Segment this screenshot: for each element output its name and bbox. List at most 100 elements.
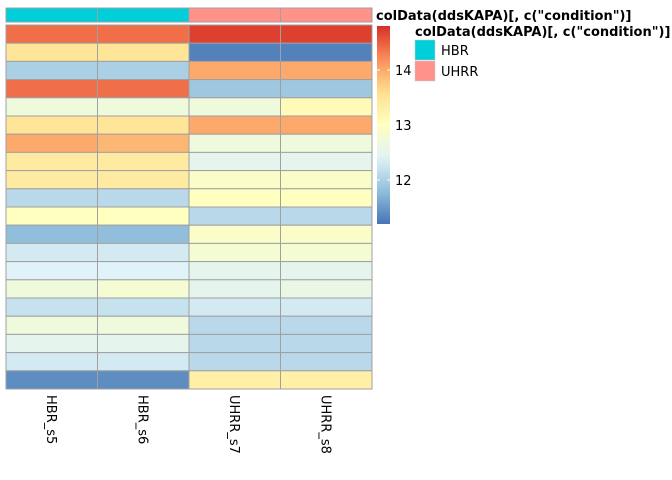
heatmap-cell — [280, 315, 373, 335]
heatmap-cell — [280, 42, 373, 62]
heatmap-cell — [188, 42, 281, 62]
heatmap-cell — [280, 115, 373, 135]
heatmap-cell — [280, 133, 373, 153]
heatmap-cell — [5, 188, 98, 208]
heatmap-cell — [188, 297, 281, 317]
heatmap-cell — [5, 279, 98, 299]
heatmap-cell — [97, 151, 190, 172]
heatmap-cell — [280, 97, 373, 117]
heatmap-cell — [5, 352, 98, 372]
heatmap-cell — [97, 206, 190, 226]
column-label: UHRR_s8 — [317, 395, 332, 454]
heatmap-cell — [97, 279, 190, 299]
heatmap-cell — [97, 333, 190, 354]
heatmap-cell — [280, 188, 373, 208]
heatmap-cell — [188, 151, 281, 172]
heatmap-cell — [188, 115, 281, 135]
heatmap-cell — [188, 24, 281, 44]
heatmap-cell — [97, 97, 190, 117]
heatmap-cell — [188, 224, 281, 244]
annotation-cell — [5, 7, 98, 23]
heatmap-cell — [188, 79, 281, 99]
heatmap-cell — [5, 333, 98, 354]
column-labels: HBR_s5 HBR_s6 UHRR_s7 UHRR_s8 — [43, 395, 333, 454]
heatmap-cell — [97, 42, 190, 62]
heatmap-cell — [188, 352, 281, 372]
color-scale-tick-label: 14 — [395, 64, 412, 79]
heatmap-cell — [188, 261, 281, 281]
heatmap-cell — [5, 79, 98, 99]
heatmap-cell — [5, 224, 98, 244]
heatmap-cell — [280, 333, 373, 354]
condition-legend-label: HBR — [441, 44, 469, 59]
heatmap-cell — [97, 133, 190, 153]
heatmap-cell — [188, 60, 281, 81]
heatmap-cell — [5, 24, 98, 44]
heatmap-cell — [188, 206, 281, 226]
heatmap-cell — [97, 352, 190, 372]
heatmap-cell — [280, 60, 373, 81]
heatmap-cell — [280, 297, 373, 317]
heatmap-cell — [280, 242, 373, 263]
heatmap-cell — [188, 133, 281, 153]
heatmap-cell — [280, 279, 373, 299]
condition-legend-swatch — [414, 60, 436, 82]
column-label: HBR_s6 — [134, 395, 149, 444]
column-label: HBR_s5 — [43, 395, 58, 444]
heatmap-cell — [97, 297, 190, 317]
heatmap-cell — [97, 224, 190, 244]
heatmap-cells — [5, 24, 373, 390]
heatmap-cell — [5, 42, 98, 62]
heatmap-cell — [97, 79, 190, 99]
heatmap-cell — [188, 315, 281, 335]
heatmap-cell — [280, 206, 373, 226]
condition-legend: colData(ddsKAPA)[, c("condition")] HBR UH… — [414, 25, 670, 82]
annotation-cell — [97, 7, 190, 23]
heatmap-cell — [5, 170, 98, 190]
heatmap-cell — [280, 352, 373, 372]
heatmap-cell — [97, 188, 190, 208]
heatmap-cell — [188, 242, 281, 263]
annotation-cell — [188, 7, 281, 23]
heatmap-cell — [97, 60, 190, 81]
condition-legend-swatch — [414, 39, 436, 61]
heatmap-cell — [97, 370, 190, 390]
heatmap-cell — [5, 261, 98, 281]
heatmap-cell — [97, 261, 190, 281]
color-scale-tick-label: 13 — [395, 119, 412, 134]
annotation-cell — [280, 7, 373, 23]
heatmap-cell — [5, 133, 98, 153]
heatmap-cell — [97, 242, 190, 263]
heatmap-cell — [5, 97, 98, 117]
condition-annotation-bar — [5, 7, 373, 23]
color-scale-legend: 12 13 14 — [377, 26, 412, 224]
heatmap-cell — [5, 370, 98, 390]
annotation-title: colData(ddsKAPA)[, c("condition")] — [376, 9, 631, 24]
heatmap-cell — [188, 188, 281, 208]
color-scale-bar — [377, 26, 390, 224]
heatmap-cell — [188, 170, 281, 190]
heatmap-cell — [97, 170, 190, 190]
heatmap-cell — [280, 370, 373, 390]
heatmap-cell — [5, 206, 98, 226]
heatmap-cell — [5, 315, 98, 335]
heatmap-cell — [97, 24, 190, 44]
heatmap-cell — [188, 370, 281, 390]
heatmap-cell — [5, 115, 98, 135]
condition-legend-title: colData(ddsKAPA)[, c("condition")] — [415, 25, 670, 40]
heatmap-cell — [188, 97, 281, 117]
heatmap-cell — [5, 151, 98, 172]
heatmap-cell — [97, 315, 190, 335]
heatmap-cell — [188, 279, 281, 299]
heatmap-cell — [280, 151, 373, 172]
heatmap-cell — [280, 24, 373, 44]
color-scale-tick-label: 12 — [395, 174, 412, 189]
heatmap-cell — [280, 224, 373, 244]
heatmap-cell — [188, 333, 281, 354]
heatmap-cell — [280, 170, 373, 190]
heatmap-cell — [5, 60, 98, 81]
column-label: UHRR_s7 — [226, 395, 241, 454]
heatmap-cell — [5, 297, 98, 317]
heatmap-cell — [280, 79, 373, 99]
